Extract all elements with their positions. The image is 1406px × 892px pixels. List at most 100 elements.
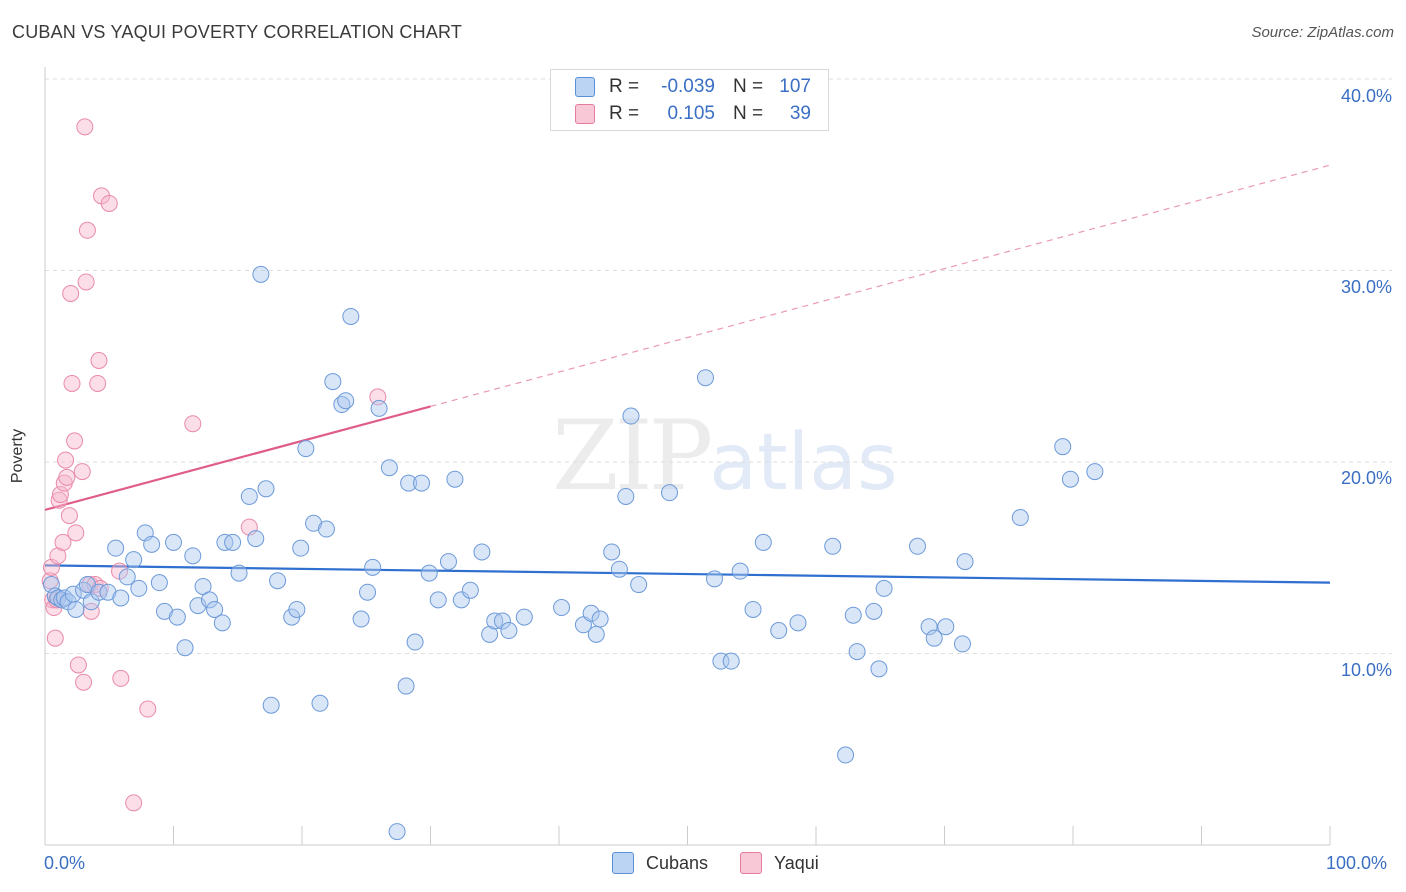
cuban-point [184, 547, 202, 565]
cuban-point [400, 474, 418, 492]
cuban-point [591, 610, 609, 628]
legend-label-yaqui: Yaqui [774, 852, 819, 873]
cuban-point [297, 440, 315, 458]
legend-item-cubans[interactable]: Cubans [612, 852, 708, 874]
yaqui-point [73, 463, 91, 481]
cuban-point [617, 487, 635, 505]
cuban-point [875, 579, 893, 597]
chart-title: CUBAN VS YAQUI POVERTY CORRELATION CHART [12, 22, 463, 42]
cuban-point [364, 558, 382, 576]
cuban-point [262, 696, 280, 714]
cuban-point [213, 614, 231, 632]
yaqui-swatch [575, 104, 595, 124]
cuban-point [359, 583, 377, 601]
yaqui-point [49, 547, 67, 565]
cuban-point [230, 564, 248, 582]
yaqui-point [60, 507, 78, 525]
cuban-point [582, 604, 600, 622]
cuban-point [622, 407, 640, 425]
cuban-point [311, 694, 329, 712]
cuban-point [67, 600, 85, 618]
correlation-legend: R = -0.039 N = 107 R = 0.105 N = 39 [550, 69, 829, 131]
legend-row-yaqui: R = 0.105 N = 39 [575, 102, 811, 126]
yaqui-point [46, 629, 64, 647]
cuban-point [352, 610, 370, 628]
cuban-point [413, 474, 431, 492]
cuban-point [712, 652, 730, 670]
cuban-point [909, 537, 927, 555]
yaqui-point [184, 415, 202, 433]
yaqui-point [66, 432, 84, 450]
cuban-point [473, 543, 491, 561]
cuban-point [844, 606, 862, 624]
yaqui-point [50, 491, 68, 509]
cuban-point [446, 470, 464, 488]
yaqui-point [51, 486, 69, 504]
cuban-point [143, 535, 161, 553]
cuban-point [112, 589, 130, 607]
cuban-point [754, 533, 772, 551]
x-tick-label-min: 0.0% [44, 853, 86, 873]
cuban-point [452, 591, 470, 609]
n-value: 107 [779, 76, 811, 97]
cuban-point [165, 533, 182, 551]
cuban-point [388, 823, 406, 841]
cuban-point [848, 643, 866, 661]
cuban-point [337, 392, 355, 410]
cuban-point [553, 599, 571, 617]
series-legend: Cubans Yaqui [612, 852, 851, 874]
y-tick-label: 40.0% [1340, 86, 1392, 106]
cuban-point [731, 562, 749, 580]
cuban-point [953, 635, 971, 653]
cubans-swatch [575, 77, 595, 97]
y-tick-label: 20.0% [1340, 468, 1392, 488]
cuban-point [269, 572, 287, 590]
cuban-point [1061, 470, 1079, 488]
n-label: N = [733, 103, 764, 124]
cuban-point [224, 533, 242, 551]
cuban-point [150, 574, 168, 592]
cuban-point [705, 570, 723, 588]
yaqui-point [100, 194, 118, 212]
cuban-point [200, 591, 218, 609]
r-value: -0.039 [661, 76, 715, 97]
axes [44, 67, 1331, 846]
cuban-point [168, 608, 186, 626]
yaqui-point [78, 221, 96, 239]
cuban-point [288, 600, 306, 618]
cuban-point [247, 530, 265, 548]
cuban-point [722, 652, 740, 670]
yaqui-point [69, 656, 87, 674]
source-label[interactable]: Source: ZipAtlas.com [1251, 24, 1394, 41]
cuban-point [380, 459, 398, 477]
cuban-point [865, 602, 883, 620]
cuban-point [603, 543, 621, 561]
n-value: 39 [789, 103, 811, 124]
yaqui-swatch [740, 852, 763, 874]
cuban-point [925, 629, 943, 647]
cuban-point [125, 551, 143, 569]
yaqui-point [57, 451, 75, 469]
yaqui-point [112, 669, 130, 687]
yaqui-points [41, 118, 387, 812]
cuban-point [206, 600, 224, 618]
legend-item-yaqui[interactable]: Yaqui [740, 852, 819, 874]
yaqui-point [125, 794, 143, 812]
cuban-point [1054, 438, 1072, 456]
yaqui-point [77, 273, 95, 291]
cuban-point [610, 560, 628, 578]
cuban-point [107, 539, 125, 557]
watermark-zip: ZIP [552, 400, 713, 512]
cuban-point [342, 307, 360, 325]
cuban-point [461, 581, 479, 599]
cuban-point [118, 568, 136, 586]
cuban-point [324, 373, 342, 391]
cubans-trend-line [44, 564, 1331, 584]
cuban-point [870, 660, 888, 678]
watermark-atlas: atlas [709, 418, 898, 508]
cuban-point [370, 399, 388, 417]
legend-label-cubans: Cubans [646, 852, 709, 873]
cuban-point [429, 591, 447, 609]
cuban-point [1086, 463, 1104, 481]
cuban-point [661, 484, 679, 502]
